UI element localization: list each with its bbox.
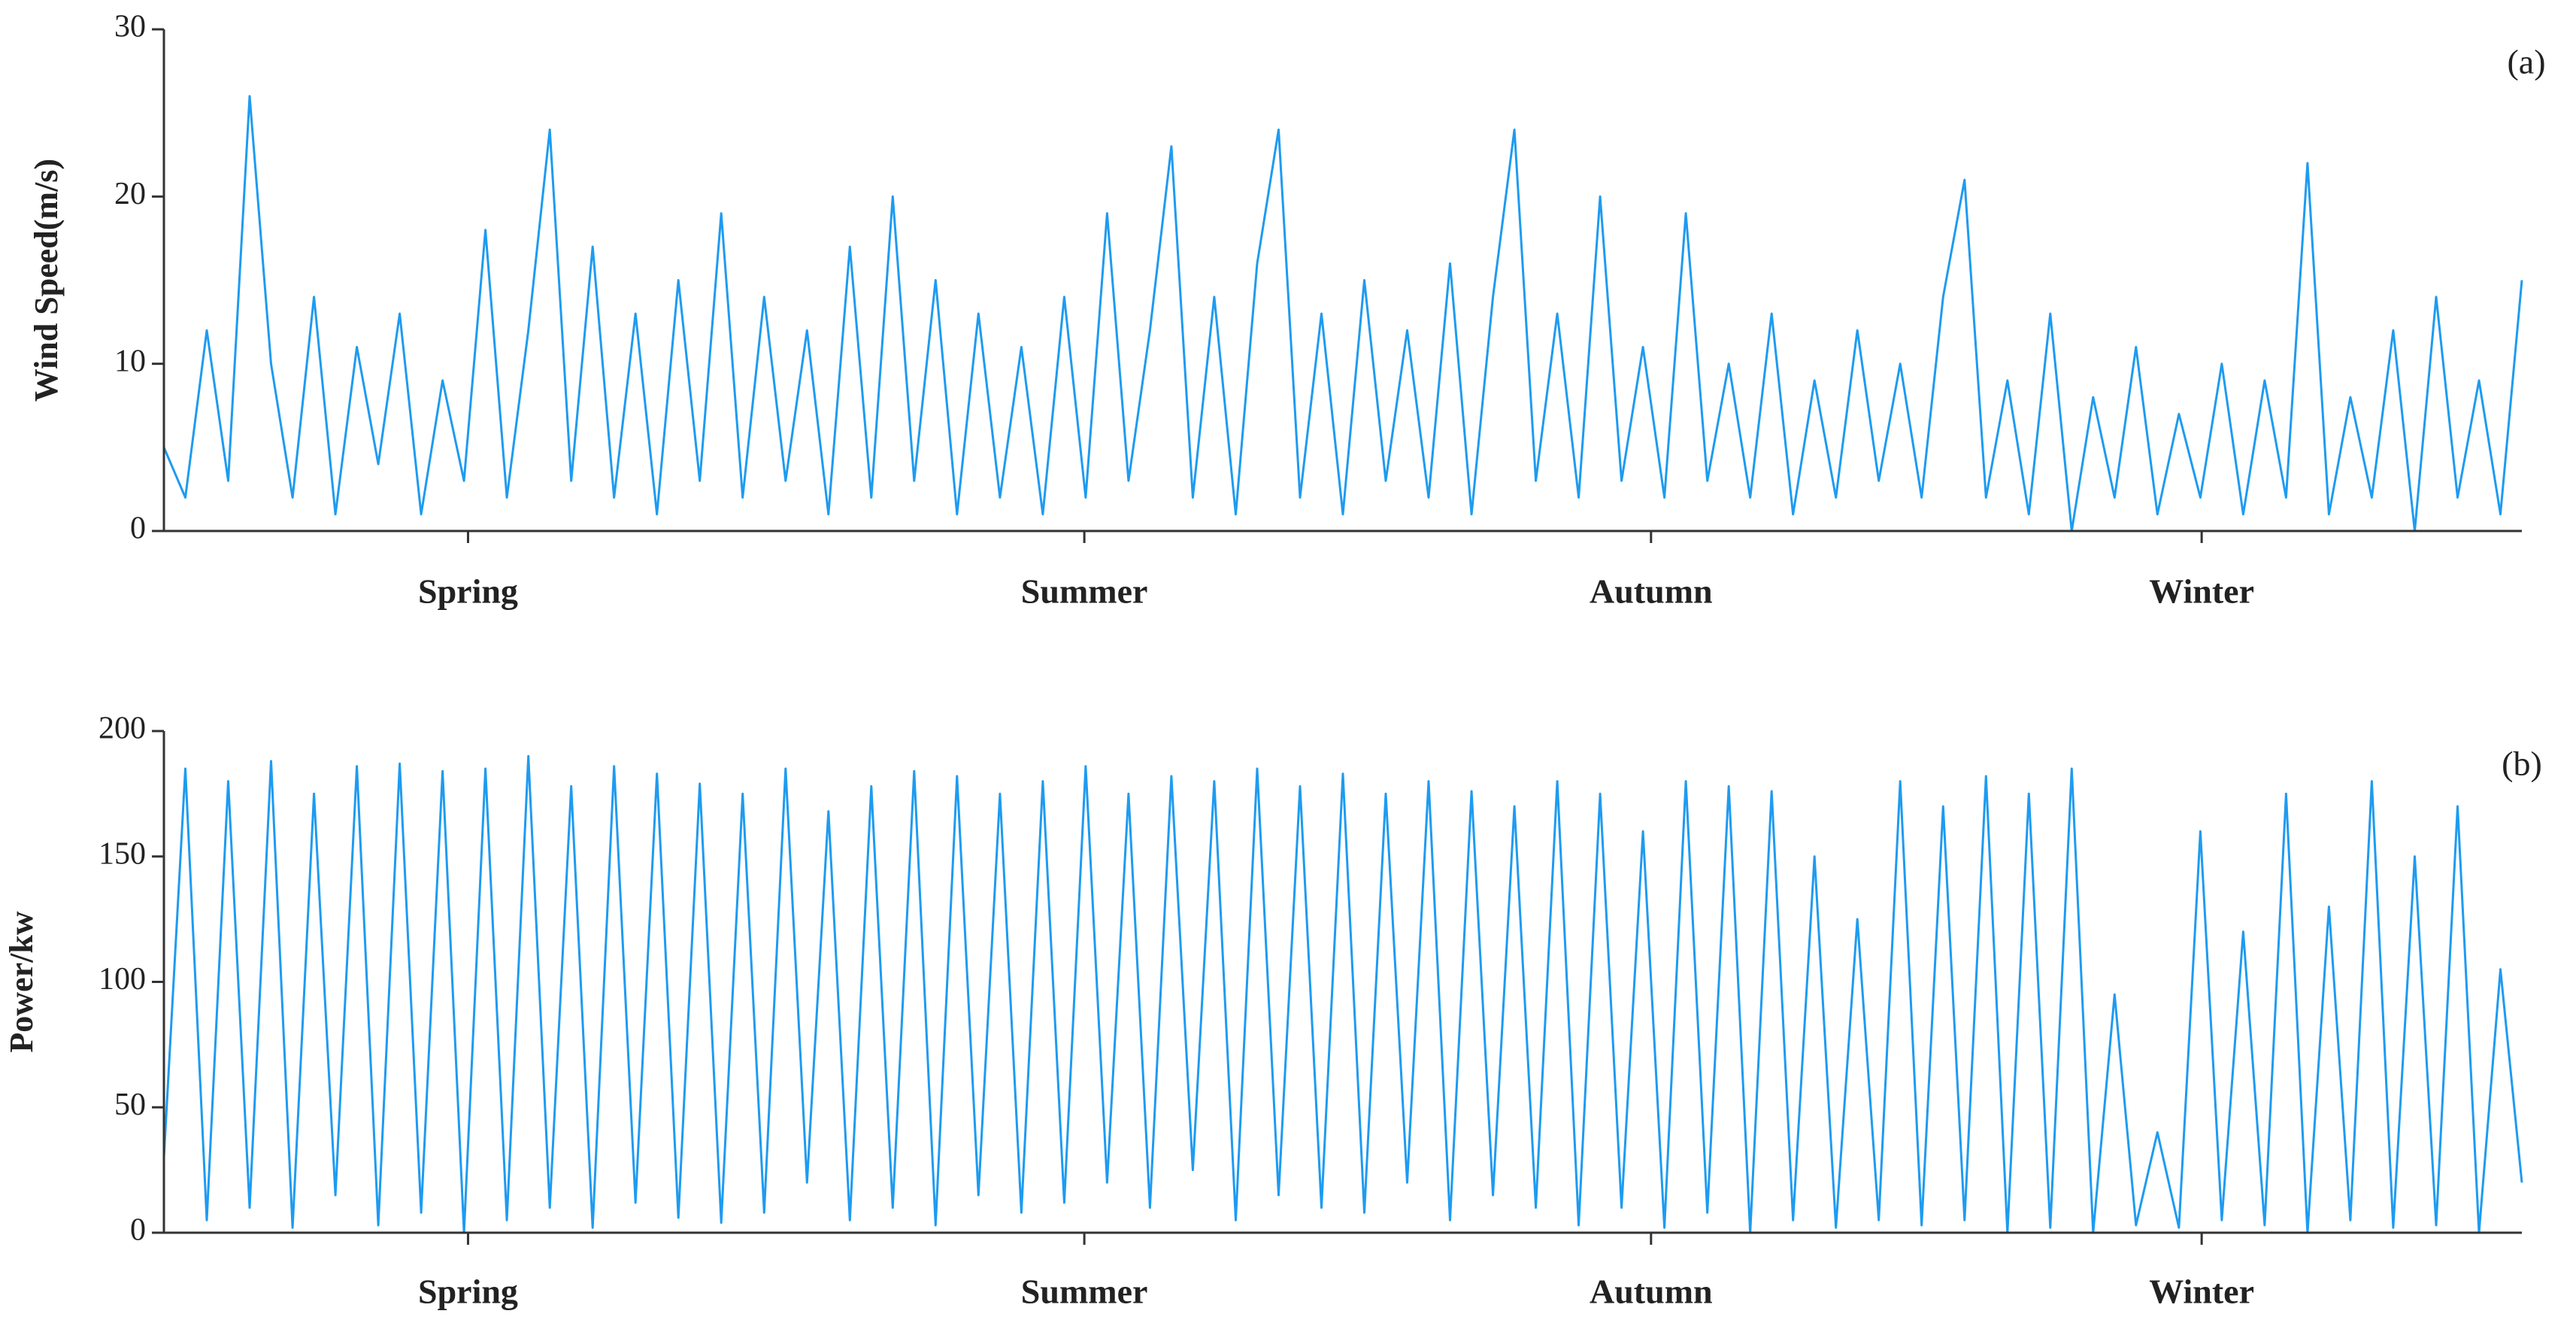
x-tick-label: Autumn xyxy=(1590,572,1713,611)
x-tick-label: Summer xyxy=(1021,1273,1148,1311)
panel-label: (a) xyxy=(2507,43,2545,81)
y-tick-label: 0 xyxy=(130,1213,146,1248)
x-tick-label: Spring xyxy=(418,572,518,611)
y-axis-label: Wind Speed(m/s) xyxy=(28,159,65,402)
x-tick-label: Winter xyxy=(2149,1273,2254,1311)
y-tick-label: 150 xyxy=(98,836,146,871)
y-tick-label: 10 xyxy=(114,344,146,378)
y-tick-label: 100 xyxy=(98,962,146,997)
panel-label: (b) xyxy=(2502,745,2542,783)
y-tick-label: 0 xyxy=(130,511,146,546)
data-line xyxy=(162,95,2523,532)
y-tick-label: 200 xyxy=(98,711,146,746)
data-line xyxy=(162,754,2523,1234)
x-tick-label: Summer xyxy=(1021,572,1148,611)
y-tick-label: 30 xyxy=(114,10,146,44)
x-tick-label: Spring xyxy=(418,1273,518,1311)
y-tick-label: 50 xyxy=(114,1088,146,1122)
y-tick-label: 20 xyxy=(114,177,146,211)
y-axis-label: Power/kw xyxy=(3,911,40,1052)
x-tick-label: Winter xyxy=(2149,572,2254,611)
x-tick-label: Autumn xyxy=(1590,1273,1713,1311)
